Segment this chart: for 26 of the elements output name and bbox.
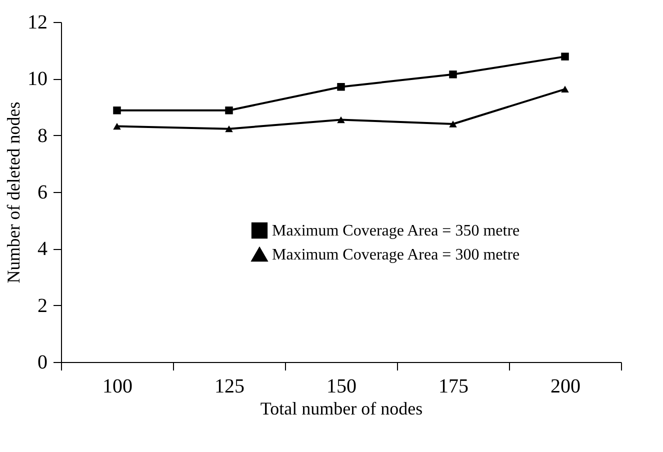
point <box>337 116 345 124</box>
y-tick-label: 10 <box>28 68 48 90</box>
point <box>449 120 457 128</box>
x-tick-label: 200 <box>550 376 580 398</box>
point <box>561 52 569 60</box>
y-tick-label: 6 <box>38 182 48 204</box>
y-tick-label: 4 <box>38 238 48 260</box>
x-tick-label: 125 <box>214 376 244 398</box>
y-tick-label: 0 <box>38 352 48 374</box>
point <box>225 125 233 132</box>
x-tick-label: 175 <box>438 376 468 398</box>
point <box>561 86 569 93</box>
point <box>337 83 345 91</box>
x-tick-label: 100 <box>102 376 132 398</box>
point <box>225 106 233 114</box>
y-tick-label: 2 <box>38 294 48 317</box>
legend-label: Maximum Coverage Area = 300 metre <box>272 246 520 264</box>
legend-label: Maximum Coverage Area = 350 metre <box>272 222 520 240</box>
point <box>449 70 457 78</box>
x-tick-label: 150 <box>326 376 356 398</box>
y-tick-label: 8 <box>38 124 48 147</box>
x-axis-title: Total number of nodes <box>260 398 423 418</box>
y-axis-title: Number of deleted nodes <box>4 102 24 284</box>
point <box>113 106 121 114</box>
y-tick-label: 12 <box>28 12 48 34</box>
point <box>113 122 121 130</box>
